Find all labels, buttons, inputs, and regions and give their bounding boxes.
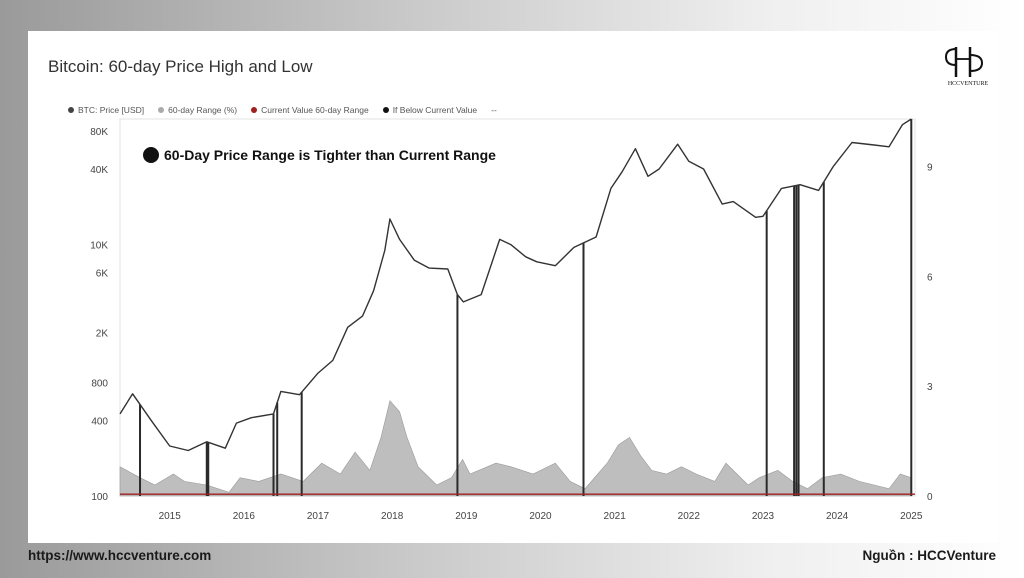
y-right-tick-label: 3 (927, 382, 933, 393)
btc-price-series (119, 118, 912, 452)
legend-item: If Below Current Value (382, 105, 478, 115)
bitcoin-chart: 80K 40K 10K 6K 2K 800 400 100 9 6 3 0 2015 2016 2017 20… (90, 118, 933, 522)
legend-marker (68, 107, 74, 113)
y-left-tick-label: 10K (90, 241, 108, 252)
x-tick-label: 2018 (381, 511, 404, 522)
y-left-tick-label: 2K (96, 328, 109, 339)
x-tick-label: 2025 (900, 511, 923, 522)
y-right-tick-label: 6 (927, 272, 933, 283)
legend-item: Current Value 60-day Range (251, 105, 369, 115)
legend-label: 60-day Range (%) (168, 105, 238, 115)
legend-item: -- (491, 105, 497, 115)
y-right-tick-label: 9 (927, 163, 933, 174)
y-left-tick-label: 80K (90, 127, 108, 138)
x-tick-label: 2024 (826, 511, 849, 522)
x-tick-label: 2021 (604, 511, 627, 522)
y-left-tick-label: 100 (91, 492, 108, 503)
x-tick-label: 2015 (159, 511, 182, 522)
footer-website: https://www.hccventure.com (28, 548, 212, 563)
legend-label: Current Value 60-day Range (261, 105, 369, 115)
chart-card: Bitcoin: 60-day Price High and Low BTC: … (28, 31, 998, 543)
y-left-tick-label: 6K (96, 269, 109, 280)
legend-marker (251, 107, 258, 113)
x-tick-label: 2022 (678, 511, 701, 522)
y-right-tick-label: 0 (927, 492, 933, 503)
legend-label: BTC: Price [USD] (78, 105, 145, 115)
chart-annotation: 60-Day Price Range is Tighter than Curre… (164, 147, 496, 163)
x-tick-label: 2023 (752, 511, 775, 522)
legend-item: BTC: Price [USD] (68, 105, 144, 115)
range-area-series (119, 400, 912, 497)
y-left-tick-label: 800 (91, 378, 108, 389)
chart-legend: BTC: Price [USD] 60-day Range (%) Current … (68, 105, 497, 115)
x-tick-label: 2019 (455, 511, 478, 522)
legend-label: -- (491, 105, 497, 115)
legend-label: If Below Current Value (392, 105, 478, 115)
legend-marker (158, 107, 165, 113)
chart-title: Bitcoin: 60-day Price High and Low (48, 57, 313, 76)
logo-text: HCCVENTURE (948, 81, 989, 87)
legend-item: 60-day Range (%) (158, 105, 237, 115)
x-tick-label: 2017 (307, 511, 330, 522)
footer-source: Nguồn : HCCVenture (862, 548, 997, 563)
x-tick-label: 2020 (529, 511, 552, 522)
x-tick-label: 2016 (233, 511, 256, 522)
y-left-tick-label: 400 (91, 416, 108, 427)
legend-marker (382, 107, 389, 113)
y-left-tick-label: 40K (90, 165, 108, 176)
hccventure-logo: HCCVENTURE (944, 47, 989, 87)
annotation-dot (143, 147, 159, 163)
